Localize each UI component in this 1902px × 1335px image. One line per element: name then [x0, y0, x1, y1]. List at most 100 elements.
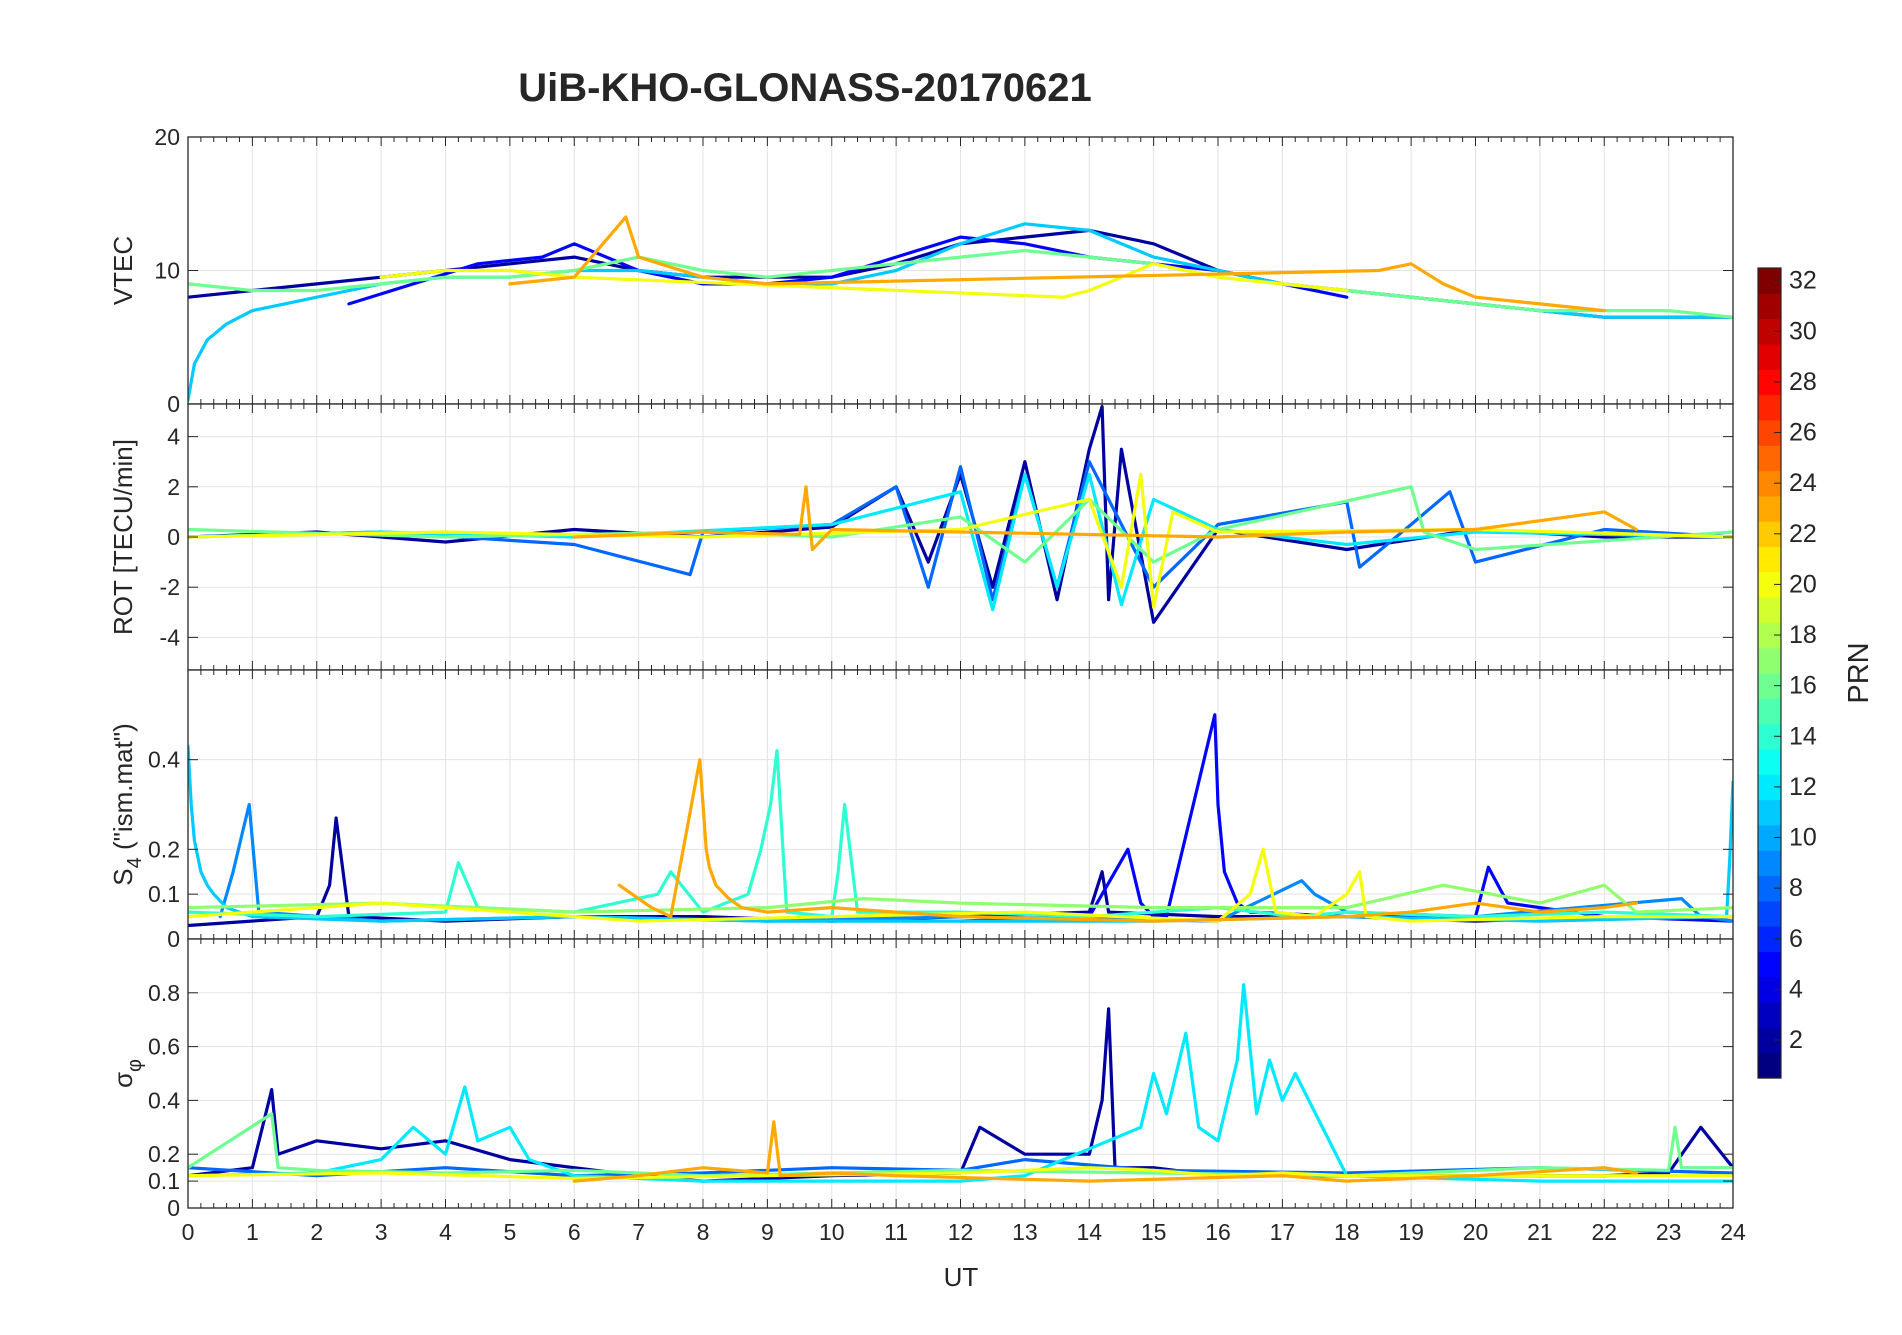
- colorbar-tick-label: 8: [1789, 874, 1803, 902]
- x-tick-label: 22: [1591, 1219, 1617, 1245]
- colorbar-segment: [1758, 976, 1781, 1003]
- colorbar-segment: [1758, 1027, 1781, 1054]
- colorbar-segment: [1758, 293, 1781, 320]
- x-tick-label: 8: [697, 1219, 710, 1245]
- series-prn-16: [188, 1112, 1733, 1178]
- x-tick-label: 13: [1012, 1219, 1038, 1245]
- colorbar-frame: [1757, 267, 1782, 1079]
- y-axis-label: S4 ("ism.mat"): [108, 723, 146, 885]
- series-prn-20: [379, 262, 1349, 299]
- colorbar-tick-label: 22: [1789, 520, 1817, 548]
- colorbar-label: PRN: [1843, 642, 1875, 703]
- y-tick-label: 4: [167, 424, 180, 450]
- y-axis-label-subscript: φ: [124, 1059, 146, 1072]
- colorbar-segment: [1758, 900, 1781, 927]
- colorbar-segment: [1758, 748, 1781, 775]
- colorbar-segment: [1758, 597, 1781, 623]
- series-prn-23: [617, 758, 1639, 923]
- colorbar-segment: [1758, 647, 1781, 674]
- series-prn-5: [958, 713, 1733, 923]
- series-prn-23: [508, 215, 1606, 313]
- panel-s4: 0 0.1 0.2 0.4S4 ("ism.mat"): [108, 669, 1734, 952]
- colorbar-tick-label: 4: [1789, 975, 1803, 1003]
- series-prn-5: [347, 235, 1349, 306]
- colorbar-segment: [1758, 369, 1781, 396]
- y-axis-label: σφ: [108, 1059, 146, 1088]
- colorbar-segment: [1758, 318, 1781, 345]
- x-axis-label: UT: [944, 1262, 979, 1292]
- y-tick-label: 0.1: [148, 881, 180, 907]
- colorbar-segment: [1758, 673, 1781, 699]
- series-prn-8: [188, 1157, 1733, 1178]
- colorbar-segment: [1758, 622, 1781, 649]
- x-tick-label: 4: [439, 1219, 452, 1245]
- y-axis-label: VTEC: [108, 236, 138, 305]
- colorbar-segment: [1758, 470, 1781, 497]
- colorbar-tick-label: 10: [1789, 824, 1817, 852]
- colorbar-segment: [1758, 495, 1781, 522]
- x-tick-label: 6: [568, 1219, 581, 1245]
- x-tick-label: 7: [632, 1219, 645, 1245]
- x-tick-label: 9: [761, 1219, 774, 1245]
- x-tick-label: 18: [1334, 1219, 1360, 1245]
- x-tick-label: 2: [310, 1219, 323, 1245]
- colorbar-segment: [1758, 723, 1781, 750]
- colorbar-segment: [1758, 824, 1781, 851]
- colorbar-tick-label: 32: [1789, 267, 1817, 295]
- y-tick-label: 20: [154, 124, 180, 150]
- y-tick-label: 0.2: [148, 1141, 180, 1167]
- colorbar-segment: [1758, 445, 1781, 472]
- series-group: [188, 983, 1733, 1183]
- colorbar-segment: [1758, 951, 1781, 978]
- series-prn-20: [188, 472, 1733, 609]
- figure-title: UiB-KHO-GLONASS-20170621: [518, 66, 1092, 110]
- series-prn-20: [188, 847, 1733, 923]
- series-group: [188, 713, 1733, 928]
- x-tick-label: 14: [1076, 1219, 1102, 1245]
- x-tick-label: 5: [503, 1219, 516, 1245]
- colorbar-segment: [1758, 926, 1781, 953]
- y-tick-label: 0.4: [148, 747, 180, 773]
- y-tick-label: 0: [167, 391, 180, 417]
- colorbar-segment: [1758, 419, 1781, 446]
- y-tick-label: 0.2: [148, 836, 180, 862]
- colorbar-segment: [1758, 875, 1781, 902]
- x-tick-label: 3: [375, 1219, 388, 1245]
- colorbar-tick-label: 12: [1789, 773, 1817, 801]
- y-tick-label: 0: [167, 524, 180, 550]
- series-prn-23: [572, 1120, 1639, 1183]
- x-tick-label: 1: [246, 1219, 259, 1245]
- colorbar-segment: [1758, 698, 1781, 725]
- grid: [188, 670, 1733, 939]
- x-tick-label: 24: [1720, 1219, 1746, 1245]
- y-tick-label: 2: [167, 474, 180, 500]
- x-tick-label: 23: [1656, 1219, 1682, 1245]
- colorbar-segment: [1758, 1002, 1781, 1028]
- colorbar-segment: [1758, 521, 1781, 548]
- y-axis-label-base: S: [108, 868, 138, 885]
- y-tick-label: 0: [167, 926, 180, 952]
- y-tick-label: 0.1: [148, 1168, 180, 1194]
- y-tick-label: -4: [160, 624, 181, 650]
- series-prn-16: [188, 248, 1733, 319]
- series-group: [188, 404, 1733, 624]
- y-tick-label: 0.4: [148, 1087, 180, 1113]
- colorbar-tick-label: 30: [1789, 317, 1817, 345]
- colorbar-tick-label: 28: [1789, 368, 1817, 396]
- x-tick-label: 16: [1205, 1219, 1231, 1245]
- colorbar-tick-label: 24: [1789, 469, 1817, 497]
- colorbar-segment: [1758, 850, 1781, 877]
- colorbar-segment: [1758, 799, 1781, 826]
- panel-rot: -4 -2 0 2 4 ROT [TECU/min]: [108, 403, 1734, 671]
- colorbar-tick-label: 14: [1789, 722, 1817, 750]
- x-tick-label: 20: [1463, 1219, 1489, 1245]
- colorbar-segment: [1758, 774, 1781, 801]
- x-tick-label: 21: [1527, 1219, 1553, 1245]
- series-prn-12: [188, 983, 1733, 1183]
- series-prn-23: [572, 485, 1639, 552]
- colorbar-tick-label: 18: [1789, 621, 1817, 649]
- colorbar-tick-label: 20: [1789, 570, 1817, 598]
